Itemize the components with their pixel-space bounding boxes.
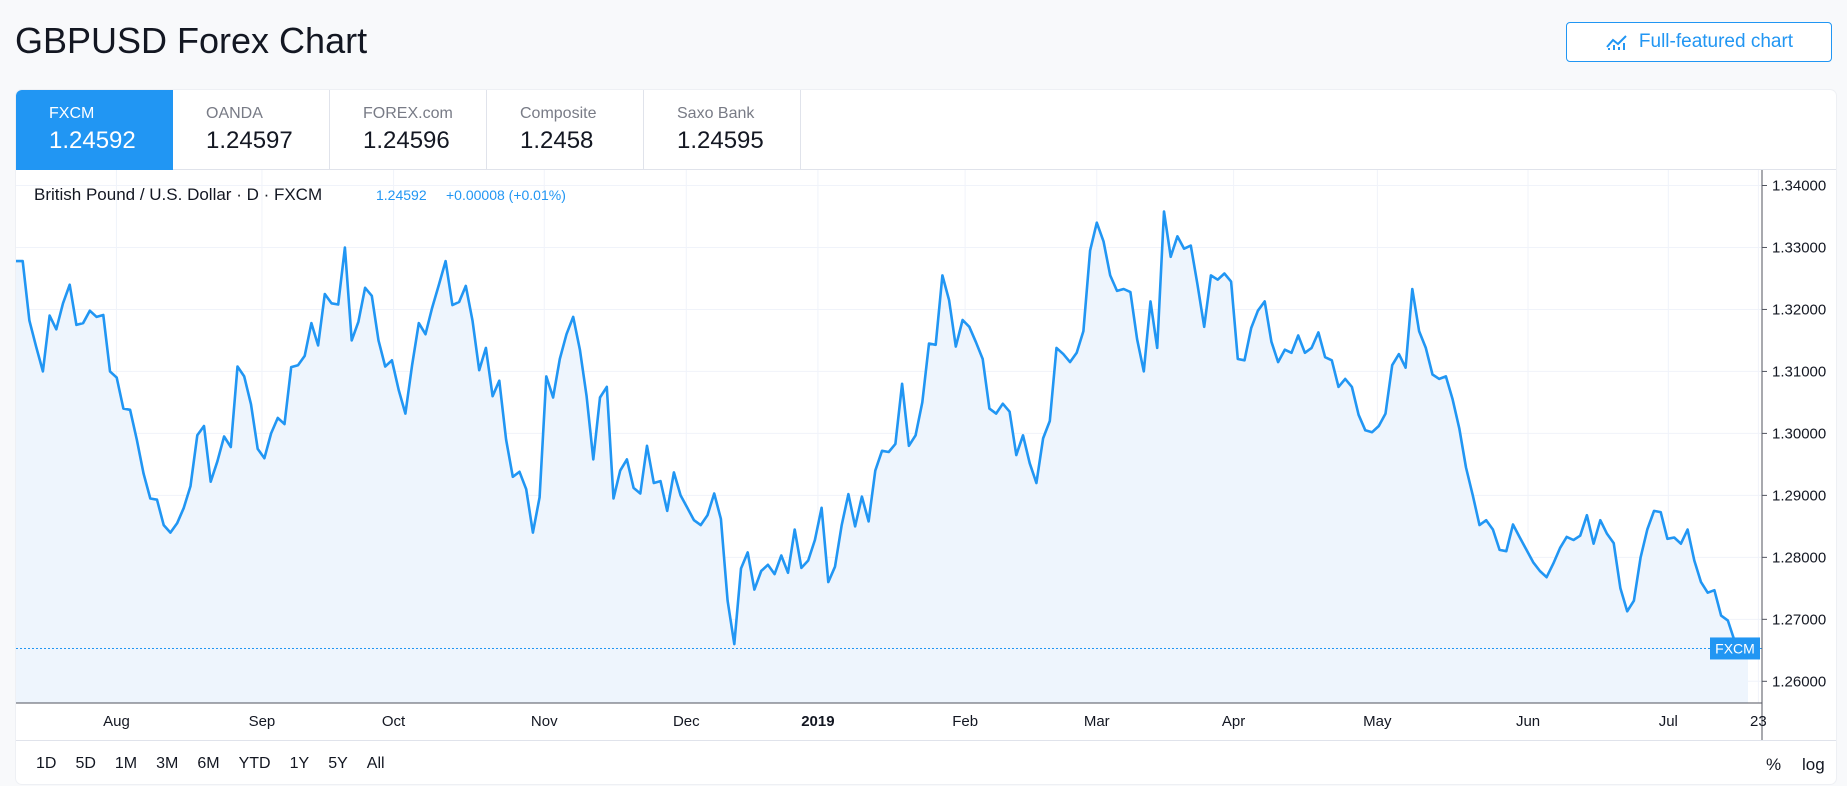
tab-value: 1.24596 [363, 127, 450, 154]
range-1y[interactable]: 1Y [289, 755, 310, 772]
x-tick-label: Oct [382, 713, 406, 730]
x-tick-label: Apr [1222, 713, 1245, 730]
broker-tabs: FXCM 1.24592 OANDA 1.24597 FOREX.com 1.2… [16, 90, 801, 170]
tab-fxcm[interactable]: FXCM 1.24592 [16, 90, 173, 170]
range-1m[interactable]: 1M [114, 755, 138, 772]
legend-change: +0.00008 (+0.01%) [446, 187, 566, 203]
x-tick-label: 2019 [801, 713, 834, 730]
tab-composite[interactable]: Composite 1.2458 [487, 90, 644, 170]
chart-card: FXCM 1.24592 OANDA 1.24597 FOREX.com 1.2… [16, 90, 1836, 784]
range-1d[interactable]: 1D [36, 755, 57, 772]
range-3m[interactable]: 3M [156, 755, 179, 772]
chart-line-icon [1606, 35, 1627, 50]
current-price-label: FXCM [1710, 637, 1760, 660]
y-tick-label: 1.30000 [1772, 425, 1826, 442]
tab-value: 1.24597 [206, 127, 293, 154]
price-series-line [16, 210, 1748, 650]
x-tick-label: Nov [531, 713, 558, 730]
page-title: GBPUSD Forex Chart [15, 20, 368, 61]
tab-value: 1.24595 [677, 127, 764, 154]
x-tick-label: Dec [673, 713, 700, 730]
bottom-toolbar: 1D 5D 1M 3M 6M YTD 1Y 5Y All % log [16, 740, 1836, 784]
tab-value: 1.24592 [49, 127, 136, 154]
price-chart[interactable]: 1.26000 1.27000 1.28000 1.29000 1.30000 1.310… [16, 170, 1836, 740]
y-tick-label: 1.31000 [1772, 363, 1826, 380]
range-6m[interactable]: 6M [197, 755, 220, 772]
tab-name: Saxo Bank [677, 105, 755, 122]
current-price-label-box [1710, 637, 1760, 660]
time-axis[interactable]: Aug Sep Oct Nov Dec 2019 Feb Mar Apr May Jun Jul 23 [103, 713, 1767, 730]
y-tick-label: 1.26000 [1772, 673, 1826, 690]
x-tick-label: 23 [1750, 713, 1767, 730]
y-tick-label: 1.34000 [1772, 177, 1826, 194]
tab-name: OANDA [206, 105, 263, 122]
y-tick-label: 1.27000 [1772, 611, 1826, 628]
legend-price: 1.24592 [376, 187, 427, 203]
tab-name: FOREX.com [363, 105, 453, 122]
range-5d[interactable]: 5D [75, 755, 96, 772]
y-tick-label: 1.32000 [1772, 301, 1826, 318]
x-tick-label: Feb [952, 713, 978, 730]
price-axis[interactable]: 1.26000 1.27000 1.28000 1.29000 1.30000 1.310… [1762, 177, 1826, 690]
x-tick-label: Jul [1659, 713, 1678, 730]
x-tick-label: May [1363, 713, 1392, 730]
range-ytd[interactable]: YTD [238, 755, 271, 772]
tab-saxo-bank[interactable]: Saxo Bank 1.24595 [644, 90, 801, 170]
tab-forex-com[interactable]: FOREX.com 1.24596 [330, 90, 487, 170]
tab-oanda[interactable]: OANDA 1.24597 [173, 90, 330, 170]
tabs-divider [801, 169, 1836, 170]
x-tick-label: Aug [103, 713, 130, 730]
price-area-fill [16, 211, 1748, 703]
x-tick-label: Mar [1084, 713, 1110, 730]
y-tick-label: 1.28000 [1772, 549, 1826, 566]
current-price-label-text: FXCM [1715, 640, 1755, 656]
percent-scale-toggle[interactable]: % [1766, 755, 1782, 774]
full-featured-chart-button[interactable]: Full-featured chart [1566, 22, 1832, 62]
log-scale-toggle[interactable]: log [1802, 755, 1825, 774]
full-featured-chart-label: Full-featured chart [1638, 31, 1794, 52]
x-tick-label: Sep [249, 713, 276, 730]
tab-name: FXCM [49, 105, 95, 122]
y-tick-label: 1.29000 [1772, 487, 1826, 504]
range-all[interactable]: All [366, 755, 385, 772]
tab-name: Composite [520, 105, 597, 122]
range-5y[interactable]: 5Y [328, 755, 348, 772]
range-selector: 1D 5D 1M 3M 6M YTD 1Y 5Y All [36, 755, 404, 773]
symbol-legend: British Pound / U.S. Dollar · D · FXCM [34, 185, 322, 204]
tab-value: 1.2458 [520, 127, 594, 154]
y-tick-label: 1.33000 [1772, 239, 1826, 256]
x-tick-label: Jun [1516, 713, 1540, 730]
